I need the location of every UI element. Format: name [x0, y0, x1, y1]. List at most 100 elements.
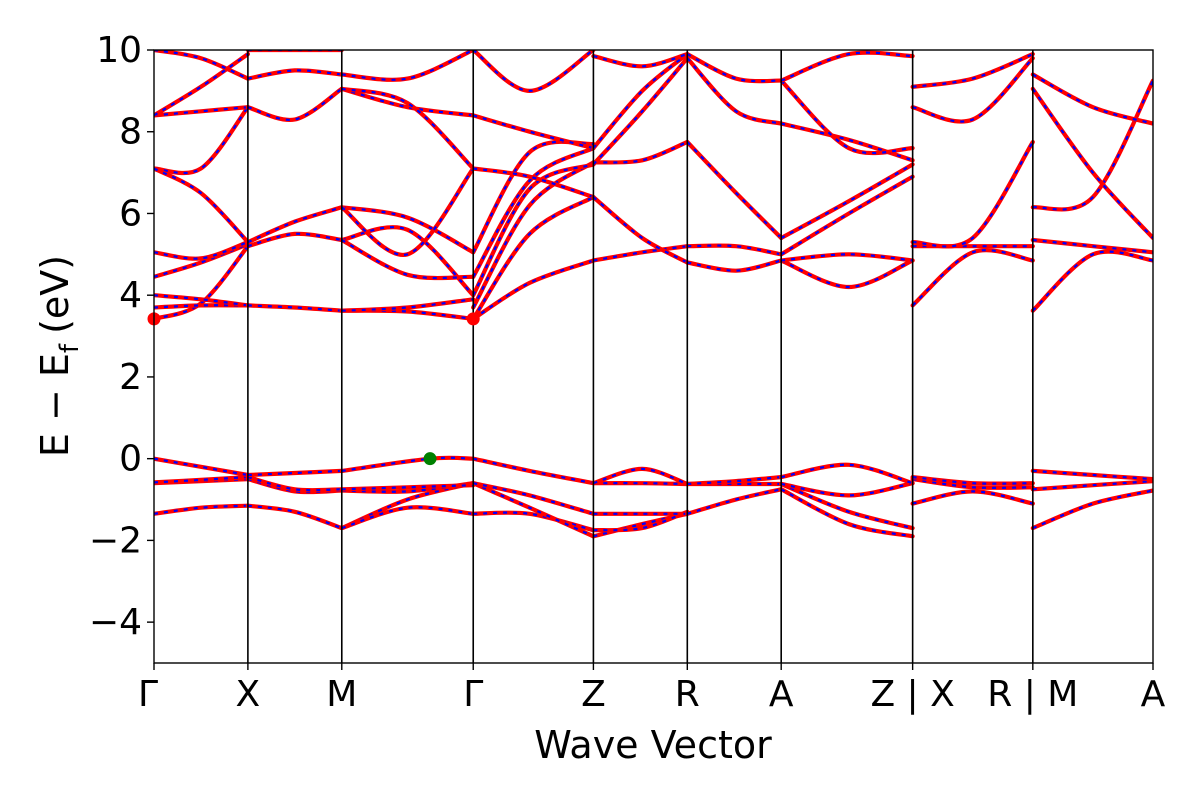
- band-line-dashed: [593, 467, 688, 486]
- x-tick-label: M: [326, 674, 357, 715]
- y-axis-title: E − Ef (eV): [33, 255, 85, 457]
- band-line-dashed: [592, 57, 689, 166]
- band-line-dashed: [154, 294, 249, 307]
- band-line-dashed: [593, 512, 688, 538]
- band-line-dashed: [912, 476, 1033, 485]
- y-axis-title-main: E − E: [33, 353, 77, 457]
- band-line-dashed: [472, 50, 595, 93]
- band-line-dashed: [1032, 238, 1153, 254]
- x-tick-label: A: [769, 674, 794, 715]
- band-line-dashed: [912, 141, 1034, 248]
- band-line-dashed: [247, 232, 342, 248]
- band-line-dashed: [154, 106, 249, 175]
- band-line: [779, 174, 915, 257]
- y-tick-label: 0: [119, 439, 142, 480]
- band-line: [1030, 72, 1153, 126]
- x-tick-label: Γ: [138, 674, 158, 715]
- band-line-dashed: [247, 304, 342, 312]
- band-line-dashed: [687, 244, 782, 256]
- band-line-dashed: [472, 147, 594, 278]
- band-line-dashed: [593, 482, 688, 486]
- band-line-dashed: [687, 476, 782, 486]
- band-line-dashed: [154, 457, 249, 477]
- band-line-dashed: [1032, 250, 1153, 312]
- band-line-dashed: [780, 482, 913, 530]
- band-line-dashed: [247, 206, 343, 244]
- band-line-dashed: [154, 241, 249, 260]
- band-line-dashed: [247, 504, 343, 530]
- band-line-dashed: [472, 196, 594, 320]
- band-line-dashed: [154, 245, 249, 320]
- band-line: [339, 297, 476, 313]
- band-line-dashed: [247, 476, 342, 492]
- y-tick-label: 2: [119, 357, 142, 398]
- band-line-dashed: [472, 482, 594, 538]
- plot-background: [154, 50, 1153, 663]
- band-line-dashed: [1032, 480, 1153, 491]
- band-line-dashed: [593, 140, 688, 164]
- band-line-dashed: [911, 249, 1034, 307]
- x-tick-label: X: [236, 674, 261, 715]
- cbm-marker: [466, 312, 480, 326]
- band-line-dashed: [1032, 469, 1153, 481]
- band-line-dashed: [247, 469, 342, 477]
- band-line-dashed: [686, 141, 782, 239]
- band-line-dashed: [154, 243, 249, 278]
- band-line-dashed: [472, 457, 594, 485]
- band-line-dashed: [593, 510, 688, 532]
- band-line-dashed: [593, 53, 688, 68]
- y-tick-label: 4: [119, 275, 142, 316]
- band-line: [779, 162, 915, 241]
- band-line: [779, 481, 915, 498]
- band-line: [591, 52, 690, 151]
- y-axis-ticks: −4 −2 0 2 4 6 8 10: [89, 30, 154, 643]
- band-line-dashed: [1031, 88, 1153, 239]
- band-line-dashed: [912, 57, 1034, 123]
- band-line-dashed: [686, 53, 782, 83]
- band-line: [471, 160, 596, 310]
- extrema-markers: [147, 312, 480, 466]
- band-line-dashed: [780, 463, 913, 485]
- band-line-dashed: [341, 167, 475, 256]
- x-tick-label: Z: [581, 674, 606, 715]
- x-tick-label: Γ: [463, 674, 483, 715]
- vbm-marker: [423, 452, 437, 466]
- y-tick-label: 10: [96, 30, 142, 71]
- band-line-dashed: [154, 53, 249, 117]
- band-line-dashed: [154, 106, 248, 117]
- band-line: [339, 483, 476, 492]
- y-tick-label: 8: [119, 112, 142, 153]
- band-line-dashed: [154, 504, 248, 515]
- band-line-dashed: [1032, 489, 1153, 530]
- band-line-dashed: [912, 478, 1033, 489]
- band-line-dashed: [593, 245, 688, 262]
- band-line-dashed: [687, 259, 782, 272]
- band-line-dashed: [780, 122, 913, 162]
- band-line-dashed: [472, 163, 594, 296]
- y-tick-label: −4: [89, 602, 142, 643]
- band-line-dashed: [341, 482, 474, 530]
- band-line-dashed: [472, 482, 594, 515]
- band-line-dashed: [154, 476, 248, 484]
- band-line-dashed: [341, 206, 474, 254]
- band-line: [779, 252, 915, 263]
- y-axis-title-unit: (eV): [33, 255, 77, 334]
- x-tick-label: R | M: [987, 674, 1078, 715]
- band-line-dashed: [154, 167, 249, 243]
- y-tick-label: 6: [119, 193, 142, 234]
- x-axis-ticks: Γ X M Γ Z R A Z | X R | M A: [138, 663, 1166, 715]
- x-tick-label: A: [1141, 674, 1166, 715]
- band-line-dashed: [473, 511, 594, 532]
- band-line-dashed: [247, 69, 342, 80]
- band-line-dashed: [247, 87, 343, 122]
- band-line-dashed: [912, 53, 1034, 88]
- band-line: [1030, 78, 1153, 212]
- band-line: [591, 481, 690, 487]
- band-line-dashed: [341, 50, 474, 81]
- band-line-dashed: [341, 456, 474, 472]
- band-line-dashed: [686, 488, 782, 515]
- band-line-dashed: [341, 506, 474, 530]
- plot-frame: [153, 49, 1154, 664]
- band-line: [339, 86, 476, 171]
